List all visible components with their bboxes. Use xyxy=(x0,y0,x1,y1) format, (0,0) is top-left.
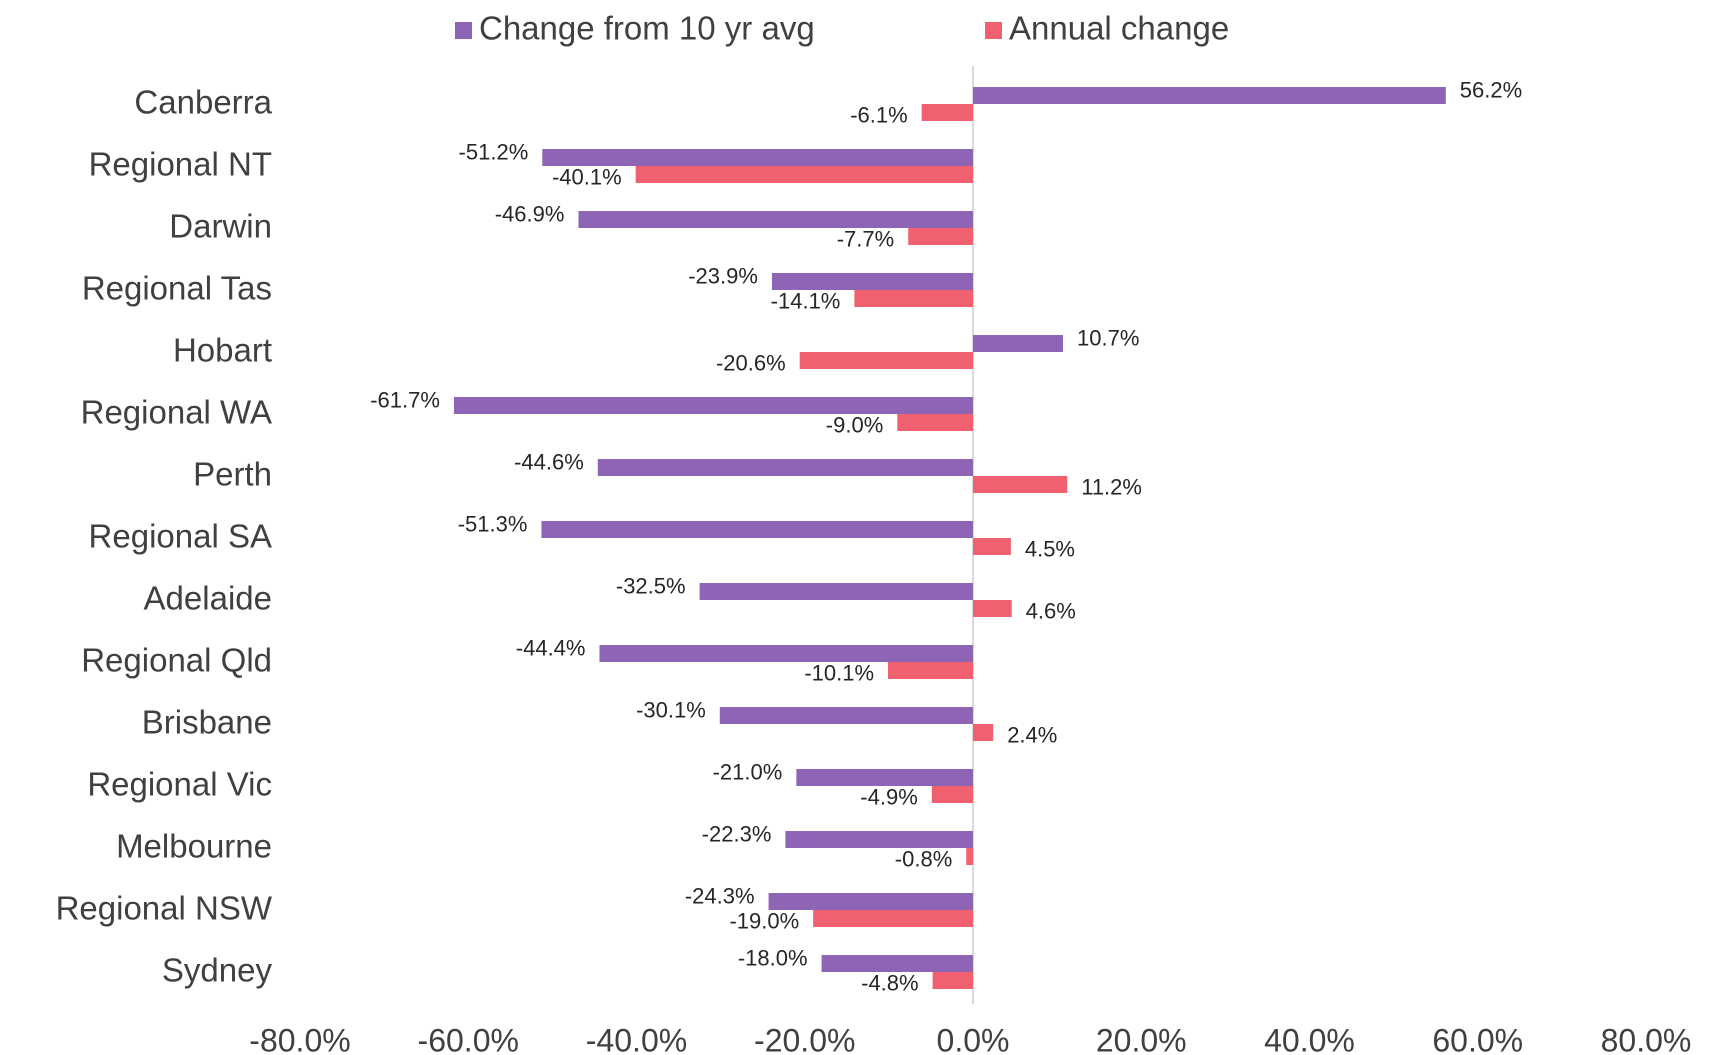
x-tick-label: -80.0% xyxy=(249,1022,350,1055)
legend-label: Change from 10 yr avg xyxy=(479,10,815,47)
y-tick-label: Sydney xyxy=(162,952,273,989)
bar xyxy=(932,972,973,989)
data-label: -30.1% xyxy=(636,697,706,722)
bar xyxy=(799,352,973,369)
bar xyxy=(888,662,973,679)
bar xyxy=(854,290,973,307)
data-label: 4.5% xyxy=(1025,536,1075,561)
x-tick-label: 0.0% xyxy=(937,1022,1010,1055)
bar xyxy=(921,104,973,121)
legend-swatch xyxy=(455,22,472,39)
bar xyxy=(768,893,973,910)
bar xyxy=(973,476,1068,493)
x-tick-label: 60.0% xyxy=(1432,1022,1523,1055)
data-label: -4.9% xyxy=(860,784,917,809)
y-tick-label: Regional NSW xyxy=(56,890,273,927)
bar xyxy=(597,459,973,476)
y-tick-label: Brisbane xyxy=(142,704,272,741)
bar xyxy=(973,87,1446,104)
legend-swatch xyxy=(985,22,1002,39)
bar xyxy=(796,769,973,786)
data-label: -14.1% xyxy=(771,288,841,313)
bar xyxy=(973,724,994,741)
bar xyxy=(897,414,973,431)
data-label: -6.1% xyxy=(850,102,907,127)
bar xyxy=(973,335,1064,352)
y-tick-label: Canberra xyxy=(134,84,272,121)
data-label: -7.7% xyxy=(837,226,894,251)
y-tick-label: Regional NT xyxy=(89,146,272,183)
bar xyxy=(931,786,973,803)
y-tick-label: Regional Qld xyxy=(81,642,272,679)
bar xyxy=(908,228,973,245)
data-label: -20.6% xyxy=(716,350,786,375)
data-label: -4.8% xyxy=(861,970,918,995)
x-tick-label: 80.0% xyxy=(1601,1022,1692,1055)
data-label: -24.3% xyxy=(685,883,755,908)
y-tick-label: Regional SA xyxy=(89,518,272,555)
y-tick-label: Regional Tas xyxy=(82,270,272,307)
y-tick-label: Perth xyxy=(193,456,272,493)
data-label: -21.0% xyxy=(713,759,783,784)
data-label: -19.0% xyxy=(729,908,799,933)
data-label: -23.9% xyxy=(688,263,758,288)
data-label: -46.9% xyxy=(495,201,565,226)
x-tick-label: 20.0% xyxy=(1096,1022,1187,1055)
y-tick-label: Regional WA xyxy=(81,394,272,431)
data-label: -44.6% xyxy=(514,449,584,474)
y-tick-label: Darwin xyxy=(169,208,272,245)
data-label: -18.0% xyxy=(738,945,808,970)
bar xyxy=(578,211,973,228)
x-tick-label: -20.0% xyxy=(754,1022,855,1055)
data-label: -10.1% xyxy=(804,660,874,685)
x-tick-label: -60.0% xyxy=(418,1022,519,1055)
bar xyxy=(785,831,973,848)
bar xyxy=(453,397,974,414)
data-label: -51.3% xyxy=(458,511,528,536)
bar xyxy=(719,707,973,724)
y-tick-label: Adelaide xyxy=(144,580,272,617)
data-label: 10.7% xyxy=(1077,325,1139,350)
y-tick-label: Regional Vic xyxy=(87,766,272,803)
data-label: -0.8% xyxy=(895,846,952,871)
bar xyxy=(771,273,973,290)
data-label: 56.2% xyxy=(1460,77,1522,102)
bar xyxy=(635,166,973,183)
data-label: -61.7% xyxy=(370,387,440,412)
data-label: -40.1% xyxy=(552,164,622,189)
y-tick-label: Melbourne xyxy=(116,828,272,865)
data-label: 11.2% xyxy=(1081,474,1142,499)
data-label: -9.0% xyxy=(826,412,883,437)
data-label: -22.3% xyxy=(702,821,772,846)
x-tick-label: -40.0% xyxy=(586,1022,687,1055)
data-label: -44.4% xyxy=(516,635,586,660)
x-tick-label: 40.0% xyxy=(1264,1022,1355,1055)
bar xyxy=(973,600,1012,617)
bar xyxy=(599,645,973,662)
legend-label: Annual change xyxy=(1009,10,1229,47)
bar xyxy=(973,538,1011,555)
y-tick-label: Hobart xyxy=(173,332,272,369)
data-label: 2.4% xyxy=(1007,722,1057,747)
bar xyxy=(813,910,973,927)
data-label: -32.5% xyxy=(616,573,686,598)
data-label: 4.6% xyxy=(1026,598,1076,623)
bar xyxy=(699,583,973,600)
bar xyxy=(542,149,973,166)
bar xyxy=(966,848,973,865)
bar xyxy=(821,955,973,972)
bar xyxy=(541,521,973,538)
data-label: -51.2% xyxy=(459,139,529,164)
